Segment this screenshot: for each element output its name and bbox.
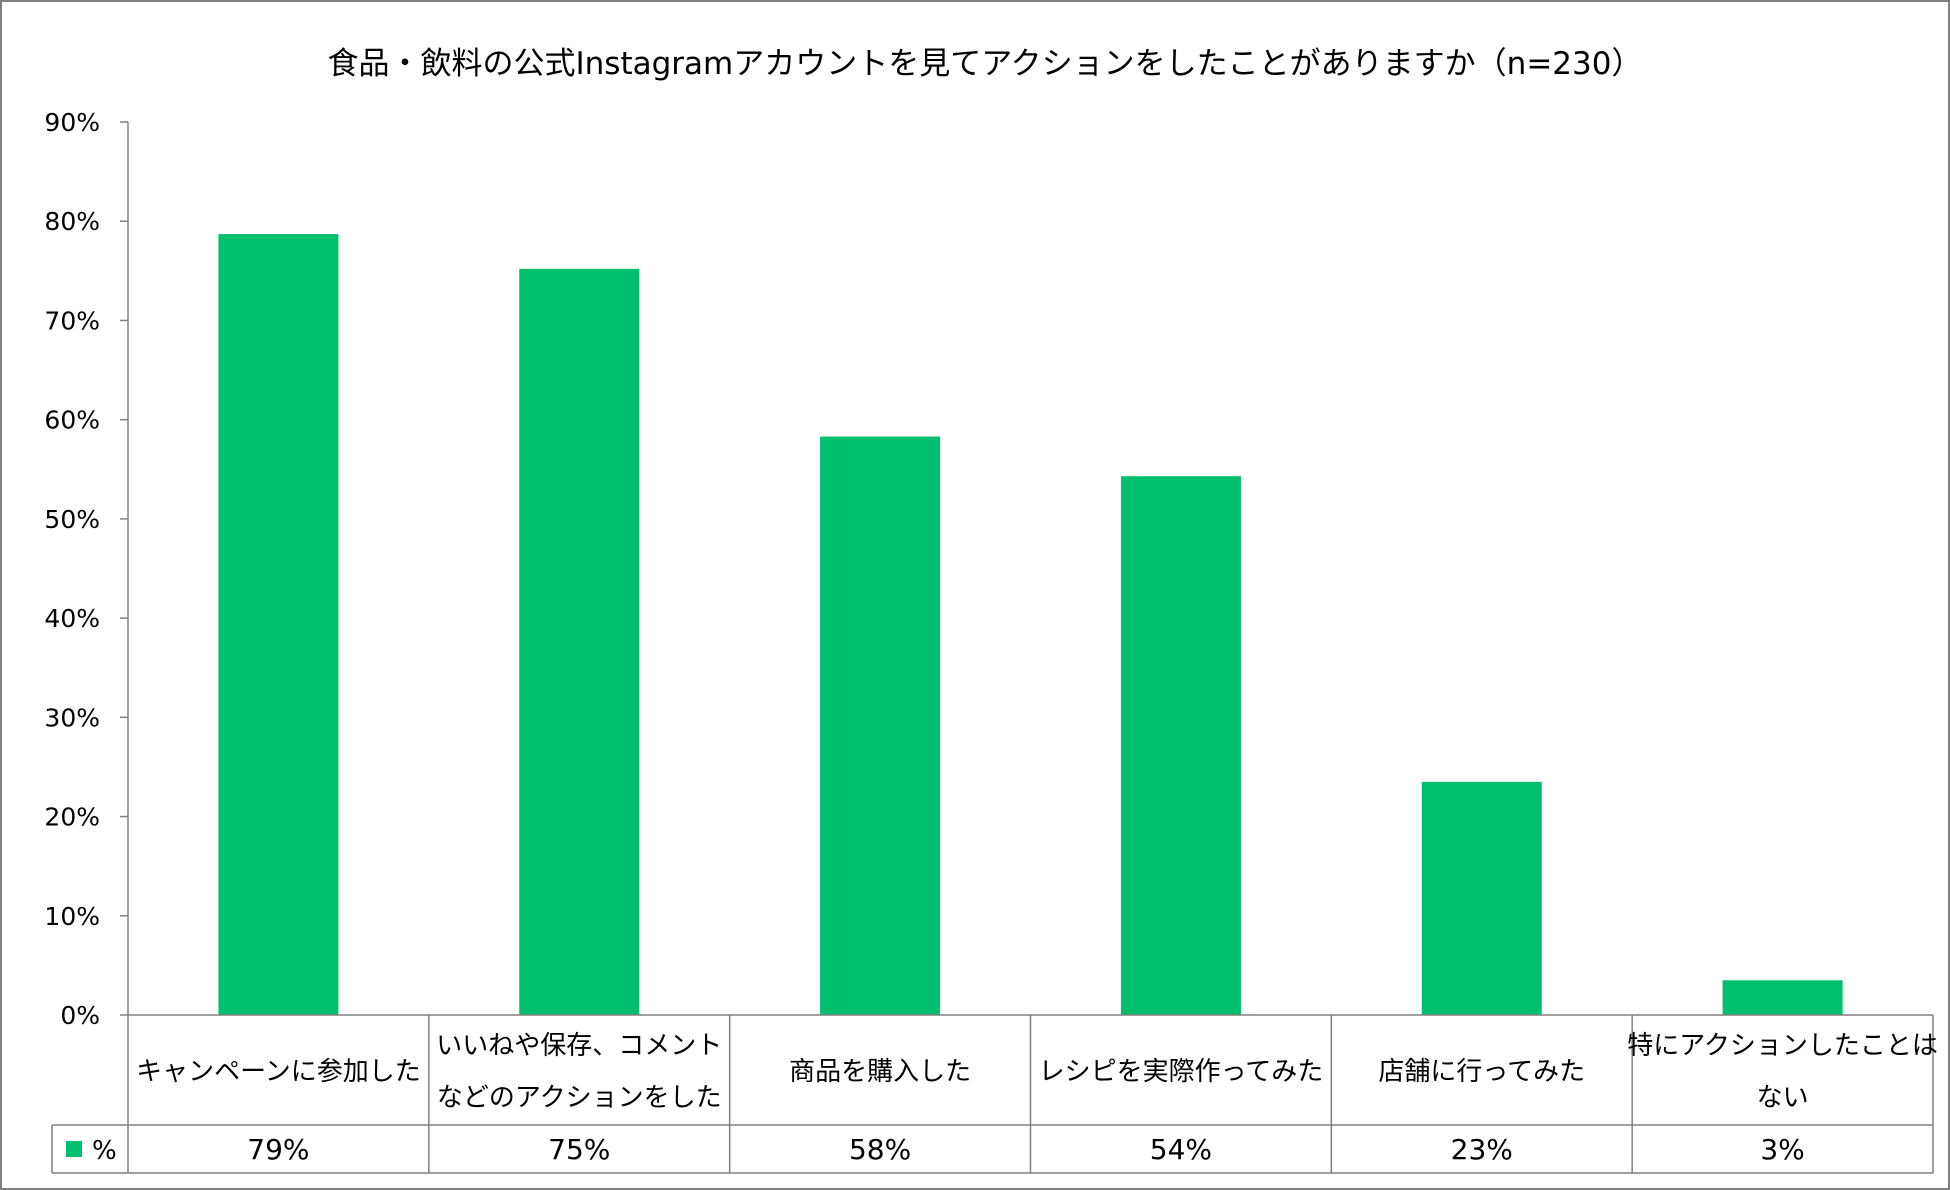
bar [218,234,339,1016]
bar [1722,980,1843,1015]
bars [218,234,1843,1016]
legend-label: % [92,1136,117,1166]
data-label: 54% [1150,1133,1212,1166]
bar [519,268,640,1015]
data-label: 58% [849,1133,911,1166]
data-label: 23% [1451,1133,1513,1166]
y-tick-label: 10% [44,902,100,931]
category-label: キャンペーンに参加した [136,1057,421,1087]
data-label: 79% [247,1133,309,1166]
legend-swatch [66,1141,82,1157]
data-label: 3% [1760,1133,1804,1166]
category-label: 店舗に行ってみた [1378,1057,1585,1087]
bar [1120,476,1241,1015]
category-label: ない [1757,1083,1809,1113]
y-tick-label: 0% [60,1001,100,1030]
y-tick-label: 70% [44,306,100,335]
y-tick-label: 60% [44,406,100,435]
category-label: いいねや保存、コメント [436,1031,722,1061]
data-label: 75% [548,1133,610,1166]
y-axis: 0% 10% 20% 30% 40% 50% 60% 70% 80% 90% [44,108,129,1030]
bar [820,436,941,1016]
chart-title: 食品・飲料の公式Instagramアカウントを見てアクションをしたことがあります… [328,46,1643,82]
category-label: 特にアクションしたことは [1627,1031,1938,1061]
category-label: レシピを実際作ってみた [1039,1057,1324,1087]
y-tick-label: 20% [44,803,100,832]
category-label: 商品を購入した [789,1057,971,1087]
bar [1421,781,1542,1015]
y-tick-label: 30% [44,703,100,732]
y-tick-label: 50% [44,505,100,534]
y-tick-label: 80% [44,207,100,236]
category-label: などのアクションをした [437,1083,722,1113]
y-tick-label: 90% [44,108,100,137]
y-tick-label: 40% [44,604,100,633]
